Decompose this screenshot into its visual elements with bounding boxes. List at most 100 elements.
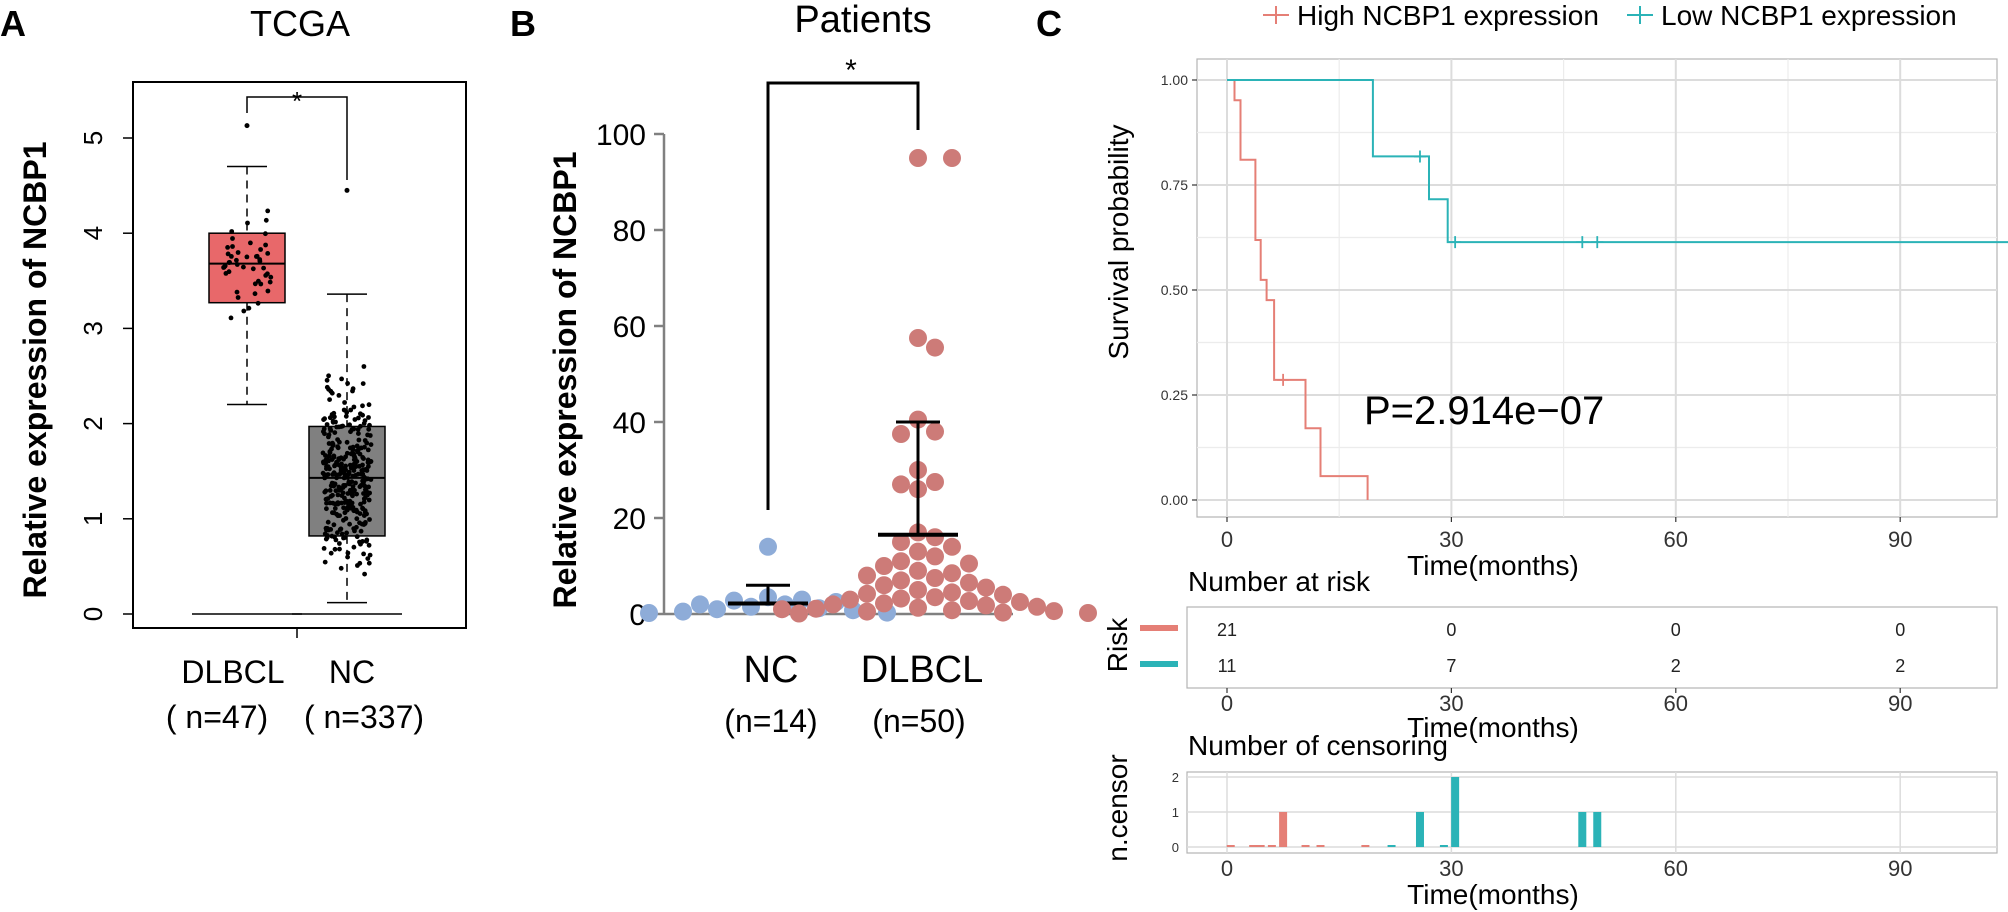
tcga-point-nc [332, 481, 338, 487]
tcga-plot-area [192, 123, 402, 615]
tcga-point-dlbcl [252, 291, 258, 297]
tcga-point-nc [344, 450, 350, 456]
tcga-point-nc [361, 364, 367, 369]
censor-y-tick-label: 2 [1172, 770, 1179, 785]
tcga-point-nc [359, 468, 365, 473]
risk-x-tick-label: 30 [1439, 691, 1463, 716]
km-censor-mark-low [1413, 150, 1426, 163]
patients-point-dlbcl [807, 599, 825, 618]
tcga-point-nc [350, 388, 355, 394]
tcga-point-nc [345, 504, 351, 510]
tcga-point-nc [344, 410, 350, 415]
tcga-group-n-dlbcl: ( n=47) [166, 699, 268, 735]
tcga-point-dlbcl [265, 208, 271, 214]
tcga-point-nc [327, 415, 333, 421]
tcga-point-nc [339, 531, 345, 537]
risk-x-tick-label: 60 [1664, 691, 1688, 716]
tcga-significance-label: * [292, 86, 302, 116]
tcga-point-nc [361, 499, 367, 505]
tcga-point-dlbcl [235, 250, 241, 255]
legend-label-high: High NCBP1 expression [1297, 0, 1599, 31]
tcga-point-nc [354, 491, 359, 497]
patients-point-dlbcl [858, 584, 876, 603]
censor-x-tick-label: 30 [1439, 856, 1463, 881]
patients-point-dlbcl [977, 596, 995, 615]
patients-point-dlbcl [943, 564, 961, 583]
censor-x-tick-label: 60 [1664, 856, 1688, 881]
tcga-point-nc [344, 530, 349, 536]
tcga-point-nc [358, 528, 364, 534]
tcga-point-nc [329, 533, 335, 539]
patients-point-dlbcl [858, 566, 876, 585]
tcga-point-nc [360, 506, 366, 512]
km-curve-low [1227, 79, 2008, 244]
censor-zero-mark-high [1361, 845, 1370, 847]
tcga-point-dlbcl [229, 229, 235, 234]
tcga-point-dlbcl [255, 300, 261, 306]
tcga-point-nc [363, 487, 368, 493]
patients-point-dlbcl [909, 542, 927, 561]
tcga-bracket-line [246, 96, 348, 180]
tcga-point-nc [358, 445, 364, 451]
censor-bar-low [1415, 812, 1424, 847]
patients-point-nc [725, 591, 743, 610]
tcga-point-nc [322, 416, 327, 422]
tcga-point-nc [350, 473, 356, 479]
censor-zero-mark-high [1267, 845, 1276, 847]
tcga-point-dlbcl [265, 271, 270, 277]
tcga-point-nc [336, 424, 342, 430]
tcga-point-dlbcl [258, 281, 264, 287]
patients-point-dlbcl [909, 561, 927, 580]
tcga-point-nc [357, 560, 363, 566]
tcga-y-tick-label: 1 [78, 512, 108, 526]
tcga-point-nc [331, 410, 337, 416]
tcga-point-nc [362, 495, 368, 501]
tcga-point-nc [321, 459, 326, 465]
censor-x-tick-label: 90 [1888, 856, 1912, 881]
tcga-point-nc [361, 456, 366, 461]
patients-point-dlbcl [926, 569, 944, 587]
tcga-point-nc [345, 554, 350, 560]
tcga-point-nc [337, 546, 342, 552]
tcga-point-nc [327, 450, 333, 456]
km-y-tick-label: 0.50 [1161, 282, 1188, 298]
patients-point-dlbcl [909, 598, 927, 617]
patients-point-dlbcl [909, 581, 927, 599]
patients-group-label-dlbcl: DLBCL [861, 649, 984, 691]
tcga-point-dlbcl [234, 257, 239, 263]
tcga-box-dlbcl [208, 232, 286, 304]
tcga-point-dlbcl [228, 315, 234, 321]
tcga-point-dlbcl [263, 242, 268, 248]
tcga-group-label-nc: NC [329, 654, 375, 690]
patients-point-dlbcl [960, 592, 978, 610]
tcga-point-nc [324, 500, 329, 506]
tcga-point-nc [355, 449, 361, 455]
tcga-point-nc [349, 487, 355, 493]
patients-point-dlbcl [824, 595, 842, 614]
tcga-point-nc [347, 521, 352, 527]
censor-zero-mark-high [1249, 845, 1258, 847]
patients-point-dlbcl [892, 425, 910, 443]
risk-x-tick-label: 0 [1221, 691, 1233, 716]
censor-x-axis-label: Time(months) [1407, 879, 1579, 910]
tcga-point-nc [343, 463, 348, 469]
censor-y-tick-label: 0 [1172, 840, 1179, 855]
tcga-point-nc [362, 571, 367, 577]
censor-bar-low [1578, 812, 1587, 847]
tcga-point-nc [354, 524, 359, 530]
tcga-point-dlbcl [241, 308, 247, 314]
patients-point-dlbcl [1079, 604, 1097, 622]
legend-item-low: Low NCBP1 expression [1627, 0, 1957, 31]
tcga-chart: TCGA 0 1 2 3 4 5 Relative expression of NCBP1… [17, 3, 467, 735]
legend-label-low: Low NCBP1 expression [1661, 0, 1957, 31]
tcga-point-dlbcl [221, 264, 227, 270]
patients-point-dlbcl [875, 594, 893, 613]
tcga-point-nc [331, 453, 337, 459]
tcga-point-nc [337, 541, 342, 546]
tcga-point-nc [336, 462, 341, 468]
tcga-point-dlbcl [235, 295, 241, 300]
tcga-point-nc [366, 497, 372, 503]
tcga-point-nc [354, 516, 360, 522]
panel-label-a: A [0, 3, 26, 44]
